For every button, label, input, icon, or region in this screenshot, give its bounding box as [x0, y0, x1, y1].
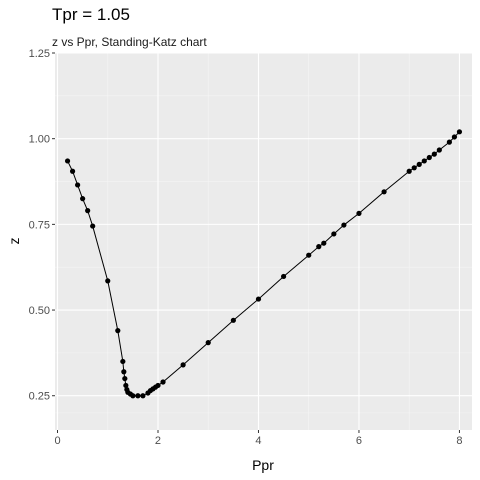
data-point	[120, 358, 126, 365]
data-point	[456, 129, 463, 135]
chart-subtitle: z vs Ppr, Standing-Katz chart	[52, 35, 207, 49]
x-tick-label: 4	[255, 435, 261, 447]
major-gridlines	[55, 52, 472, 430]
y-tick-label: 0.75	[29, 219, 50, 231]
data-point	[160, 379, 166, 385]
y-tick-labels: 0.25 0.50 0.75 1.00 1.25	[29, 48, 50, 403]
data-point	[321, 240, 327, 246]
data-point	[406, 168, 412, 174]
minor-gridlines	[55, 53, 472, 430]
data-point	[316, 244, 322, 250]
y-axis-title: z	[6, 238, 22, 245]
x-tick-label: 6	[356, 435, 362, 447]
axis-ticks	[52, 52, 460, 433]
y-tick-label: 1.25	[29, 48, 50, 60]
data-point	[135, 393, 141, 399]
x-tick-labels: 0 2 4 6 8	[54, 435, 462, 447]
y-tick-label: 0.50	[29, 305, 50, 317]
data-point	[123, 382, 129, 389]
data-point	[446, 139, 452, 145]
data-point	[85, 208, 91, 214]
series-layer	[64, 129, 463, 399]
data-point	[411, 165, 417, 171]
y-tick-label: 0.25	[29, 391, 50, 403]
x-tick-label: 8	[456, 435, 462, 447]
x-axis-title: Ppr	[252, 457, 274, 473]
data-point	[281, 273, 287, 280]
data-point	[130, 393, 136, 399]
series-line	[67, 131, 460, 397]
data-point	[155, 382, 161, 389]
plot-panel	[55, 53, 472, 430]
data-point	[180, 362, 186, 368]
data-point	[431, 151, 437, 157]
chart-title: Tpr = 1.05	[52, 5, 130, 24]
data-point	[421, 158, 427, 164]
data-point	[80, 196, 86, 202]
data-point	[75, 182, 81, 188]
data-point	[122, 375, 128, 382]
data-point	[69, 168, 76, 174]
data-point	[205, 340, 211, 346]
data-point	[121, 369, 127, 375]
data-point	[356, 210, 362, 216]
data-point	[331, 231, 337, 237]
y-tick-label: 1.00	[29, 134, 50, 146]
data-point	[436, 147, 442, 153]
data-point	[64, 158, 71, 164]
data-point	[381, 189, 387, 195]
data-point	[115, 328, 121, 334]
data-point	[426, 154, 432, 161]
data-point	[416, 161, 422, 167]
x-tick-label: 2	[155, 435, 161, 447]
data-point	[90, 223, 96, 229]
data-point	[105, 278, 111, 284]
data-point	[255, 296, 262, 302]
data-point	[451, 134, 458, 140]
data-point	[341, 222, 347, 228]
x-tick-label: 0	[54, 435, 60, 447]
data-point	[306, 252, 312, 258]
data-point	[230, 317, 236, 323]
data-point	[140, 393, 146, 399]
